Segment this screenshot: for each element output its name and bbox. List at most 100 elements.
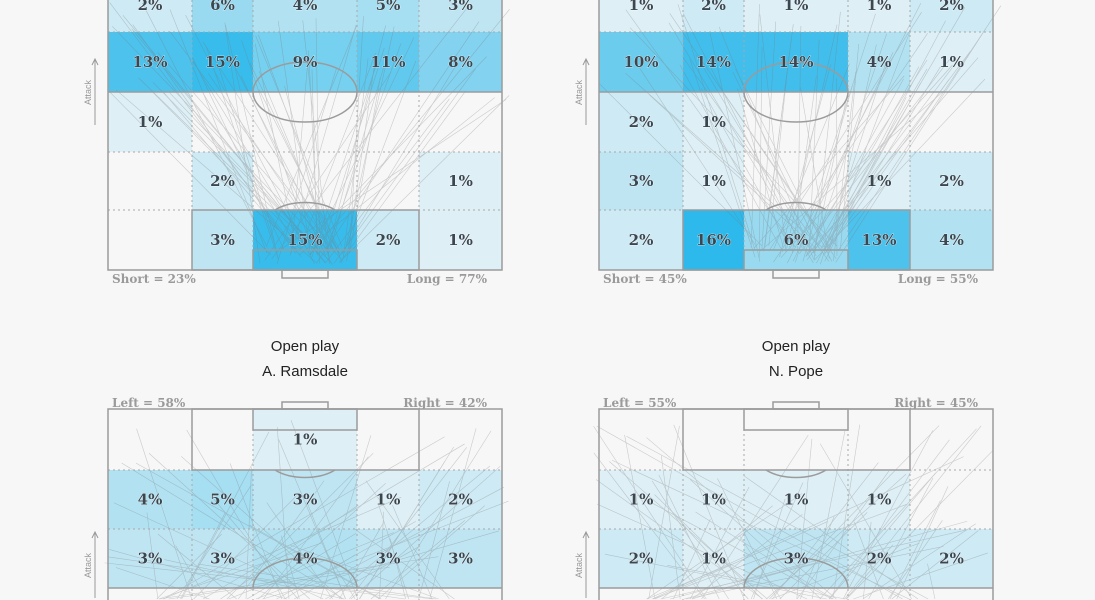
pass-line	[169, 30, 336, 252]
pitch-lines	[107, 401, 503, 600]
pass-line	[844, 425, 982, 600]
pass-line	[760, 89, 946, 252]
pass-line	[709, 31, 761, 262]
pass-line	[764, 38, 792, 247]
heatmap-cell	[599, 152, 683, 210]
pass-line	[654, 494, 763, 600]
pass-line	[224, 22, 261, 264]
pass-line	[753, 75, 905, 249]
pass-line	[379, 511, 384, 600]
pass-line	[675, 515, 749, 600]
pass-line	[185, 14, 315, 265]
pass-line	[669, 13, 837, 260]
cell-value-label: 2%	[629, 231, 654, 249]
pass-line	[339, 95, 510, 263]
arrow-head-icon	[582, 57, 590, 66]
arrow-head-icon	[582, 530, 590, 539]
heatmap-cell	[253, 409, 357, 470]
cell-value-label: 2%	[939, 550, 964, 568]
pass-line	[205, 46, 279, 259]
heatmap-cell	[744, 409, 848, 470]
heatmap-cell	[253, 0, 357, 32]
pass-line	[646, 437, 837, 600]
pass-line	[122, 15, 326, 264]
heatmap-cell	[599, 92, 683, 152]
pass-line	[792, 75, 817, 253]
pass-line	[689, 479, 822, 600]
pass-line	[277, 99, 507, 252]
pass-line	[896, 486, 949, 600]
pass-line	[226, 453, 374, 600]
cell-value-label: 5%	[376, 0, 401, 14]
pass-line	[786, 24, 838, 249]
pass-line	[800, 516, 835, 600]
cell-value-label: 6%	[210, 0, 235, 14]
heatmap-cell	[599, 32, 683, 92]
cell-value-label: 1%	[448, 231, 473, 249]
pass-line	[862, 521, 872, 600]
cell-value-label: 2%	[701, 0, 726, 14]
pass-line	[344, 26, 395, 253]
pass-line	[257, 482, 386, 600]
pass-line	[691, 514, 803, 600]
pass-line	[829, 44, 877, 251]
pass-line	[311, 69, 318, 256]
cell-value-label: 1%	[867, 491, 892, 509]
pass-line	[820, 68, 928, 249]
pass-line	[824, 79, 950, 254]
pass-line	[309, 9, 510, 255]
pass-line	[800, 86, 830, 259]
pass-line	[889, 500, 941, 600]
heatmap-cell	[108, 0, 192, 32]
pass-line	[163, 92, 302, 258]
heatmap-cell	[357, 0, 419, 32]
pass-line	[649, 94, 816, 249]
pass-line	[255, 35, 343, 247]
pass-line	[773, 63, 850, 250]
pass-line	[596, 425, 903, 600]
pass-line	[306, 501, 346, 600]
pass-line	[255, 500, 509, 600]
heatmap-cell	[910, 409, 993, 470]
cell-value-label: 2%	[629, 550, 654, 568]
pass-line	[358, 446, 455, 600]
pass-line	[108, 91, 271, 255]
pass-line	[112, 26, 329, 251]
pitch-lines	[107, 0, 503, 279]
heatmap-cell	[683, 470, 744, 529]
pass-line	[846, 450, 994, 600]
pass-line	[814, 78, 986, 260]
heatmap-cell	[108, 470, 192, 529]
pass-line	[197, 563, 437, 600]
pass-line	[744, 475, 919, 600]
cell-value-label: 3%	[376, 550, 401, 568]
pass-line	[636, 63, 757, 247]
pass-line	[180, 512, 226, 600]
panel-title: Open play	[271, 338, 340, 355]
pass-line	[138, 77, 320, 254]
cell-value-label: 1%	[629, 0, 654, 14]
pass-line	[828, 439, 950, 600]
pass-line	[245, 467, 252, 600]
cell-value-label: 1%	[784, 0, 809, 14]
pass-line	[248, 524, 382, 600]
pass-line	[695, 54, 817, 257]
pass-line	[228, 54, 328, 246]
cell-value-label: 4%	[138, 491, 163, 509]
pass-line	[604, 553, 827, 600]
pass-line	[840, 43, 860, 250]
pass-line	[677, 4, 756, 250]
heatmap-cell	[192, 0, 253, 32]
pass-line	[593, 452, 705, 600]
pass-line	[316, 21, 480, 263]
pass-line	[113, 502, 324, 600]
pass-line	[315, 18, 321, 264]
pass-line	[750, 482, 804, 600]
pass-line	[291, 50, 310, 254]
share-label-left: Left = 55%	[603, 396, 677, 410]
cell-value-label: 1%	[138, 113, 163, 131]
heatmap-cell	[848, 92, 910, 152]
pass-map-panel: 1% 1% 1% 1% 2% 1% 3% 2% 2% Left = 55% Right = 45% O…	[574, 338, 994, 600]
goal	[772, 401, 820, 410]
heatmap-cell	[419, 0, 502, 32]
